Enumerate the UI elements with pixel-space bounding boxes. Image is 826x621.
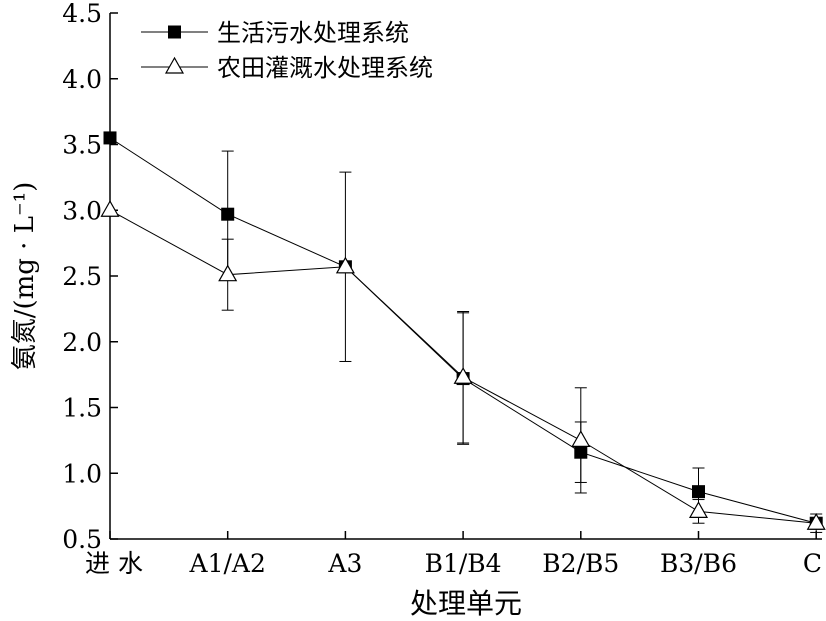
data-point-triangle: [453, 367, 473, 384]
y-tick-label: 2.5: [62, 262, 102, 291]
y-tick-label: 3.0: [62, 196, 102, 225]
data-point-triangle: [100, 200, 120, 217]
data-point-square: [103, 131, 117, 145]
series-2: [100, 171, 826, 533]
y-axis-label: 氨氮/(mg · L⁻¹): [10, 182, 40, 371]
x-tick-label: 进 水: [85, 549, 143, 578]
x-tick-label: A1/A2: [189, 549, 266, 578]
legend-label: 生活污水处理系统: [217, 19, 409, 47]
data-point-triangle: [218, 264, 238, 282]
data-point-square: [692, 485, 705, 499]
legend-square-marker: [168, 25, 181, 39]
series-layer: [100, 131, 826, 533]
axes: [109, 13, 822, 540]
x-tick-label: B2/B5: [542, 549, 619, 578]
y-tick-label: 2.0: [62, 328, 102, 357]
x-tick-label: C: [803, 549, 822, 578]
x-ticks: 进 水 A1/A2 A3 B1/B4 B2/B5 B3/B6 C: [85, 531, 822, 578]
y-tick-label: 1.5: [62, 394, 102, 423]
data-point-triangle: [335, 256, 355, 274]
y-tick-label: 4.5: [62, 0, 102, 28]
data-point-triangle: [571, 430, 591, 447]
y-tick-label: 3.5: [62, 131, 102, 160]
y-tick-label: 0.5: [62, 525, 102, 554]
data-point-triangle: [688, 501, 709, 518]
x-tick-label: A3: [327, 549, 362, 578]
y-tick-label: 4.0: [62, 65, 102, 94]
legend-triangle-marker: [164, 56, 185, 74]
x-tick-label: B3/B6: [660, 549, 737, 578]
data-point-square: [221, 207, 235, 221]
y-ticks: 0.5 1.0 1.5 2.0 2.5 3.0 3.5 4.0 4.5: [62, 0, 118, 554]
x-axis-label: 处理单元: [410, 587, 522, 620]
x-tick-label: B1/B4: [425, 549, 502, 578]
data-point-triangle: [806, 513, 826, 530]
y-tick-label: 1.0: [62, 459, 102, 488]
legend-label: 农田灌溉水处理系统: [217, 54, 433, 82]
